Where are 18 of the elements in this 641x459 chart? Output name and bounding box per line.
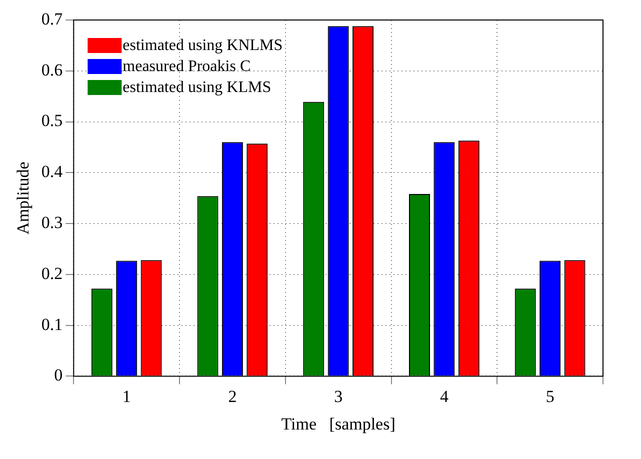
y-tick-label: 0.1 (41, 314, 63, 334)
y-tick-label: 0.3 (41, 213, 63, 232)
y-tick-label: 0.6 (41, 60, 63, 80)
x-tick-label: 4 (440, 386, 449, 406)
y-tick-label: 0.4 (41, 162, 64, 182)
x-tick-label: 3 (334, 386, 343, 406)
y-tick-label: 0.2 (41, 264, 63, 283)
y-axis-title: Amplitude (14, 162, 33, 234)
y-tick-label: 0.5 (41, 111, 63, 130)
legend-label: estimated using KNLMS (122, 37, 283, 54)
y-tick-label: 0 (54, 366, 63, 385)
legend-label: measured Proakis C (122, 58, 251, 76)
legend-label: estimated using KLMS (122, 79, 272, 96)
y-tick-label: 0.7 (41, 9, 64, 28)
x-tick-label: 1 (122, 386, 131, 406)
x-tick-label: 2 (228, 386, 237, 406)
x-tick-label: 5 (546, 386, 554, 406)
x-axis-title: Time [samples] (281, 414, 396, 434)
